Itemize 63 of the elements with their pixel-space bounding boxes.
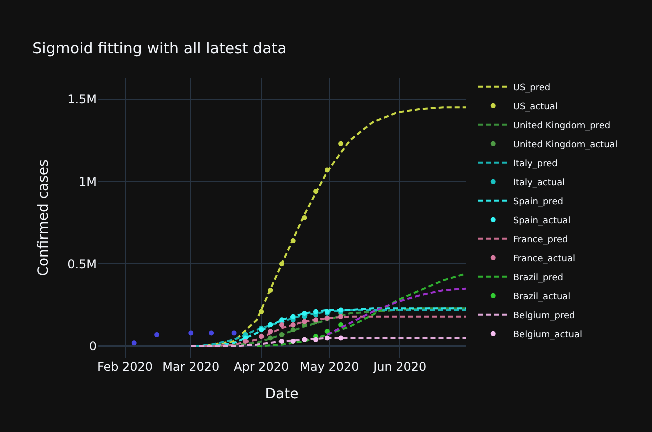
- x-tick-label: Jun 2020: [372, 360, 427, 374]
- x-tick-label: Feb 2020: [97, 360, 154, 374]
- point: [232, 330, 237, 336]
- point: [338, 141, 344, 146]
- legend-label: France_actual: [513, 254, 576, 264]
- point: [324, 329, 330, 334]
- point: [268, 329, 274, 334]
- legend-label: Belgium_actual: [513, 330, 582, 340]
- point: [338, 336, 344, 341]
- point: [259, 309, 264, 314]
- point: [302, 216, 308, 220]
- point: [154, 332, 160, 338]
- y-tick-label: 0: [89, 340, 97, 354]
- x-tick-label: May 2020: [300, 360, 360, 374]
- point: [280, 262, 284, 267]
- legend-label: Italy_actual: [513, 178, 566, 188]
- line-series: [196, 106, 466, 348]
- y-tick-label: 0.5M: [68, 257, 97, 272]
- line-series: [204, 316, 466, 348]
- point: [338, 322, 344, 328]
- point: [243, 339, 248, 344]
- point: [280, 332, 284, 338]
- legend-label: Spain_pred: [513, 197, 564, 208]
- legend-label: US_actual: [513, 102, 558, 112]
- point: [290, 322, 296, 328]
- point: [268, 288, 274, 293]
- y-tick-label: 1.5M: [68, 92, 97, 107]
- point: [268, 336, 274, 341]
- legend-label: Brazil_pred: [513, 273, 564, 284]
- point: [290, 238, 296, 244]
- point: [290, 339, 296, 344]
- point: [290, 314, 296, 320]
- point: [302, 319, 308, 324]
- x-axis-title: Date: [265, 386, 299, 402]
- legend-label: Brazil_actual: [513, 292, 571, 302]
- legend-label: Spain_actual: [513, 216, 571, 226]
- point: [188, 330, 194, 336]
- point: [324, 336, 330, 341]
- y-tick-label: 1M: [79, 174, 97, 189]
- legend-label: Belgium_pred: [513, 311, 576, 322]
- point: [324, 168, 330, 173]
- point: [209, 330, 214, 336]
- y-axis-title: Confirmed cases: [36, 160, 52, 276]
- legend-label: United Kingdom_pred: [513, 121, 611, 132]
- point: [280, 339, 284, 344]
- point: [314, 309, 319, 314]
- x-tick-label: Mar 2020: [162, 360, 220, 374]
- x-tick-label: Apr 2020: [234, 360, 290, 374]
- point: [314, 337, 319, 342]
- point: [280, 322, 284, 328]
- line-series: [190, 337, 466, 348]
- legend-label: United Kingdom_actual: [513, 140, 618, 150]
- chart-title: Sigmoid fitting with all latest data: [32, 40, 287, 58]
- point: [132, 340, 137, 346]
- point: [302, 311, 308, 316]
- legend-label: Italy_pred: [513, 159, 558, 170]
- point: [290, 328, 296, 332]
- legend-label: France_pred: [513, 235, 568, 246]
- line-series: [256, 273, 466, 348]
- point: [314, 189, 319, 194]
- point: [338, 314, 344, 320]
- legend-label: US_pred: [513, 83, 551, 94]
- point: [259, 334, 264, 340]
